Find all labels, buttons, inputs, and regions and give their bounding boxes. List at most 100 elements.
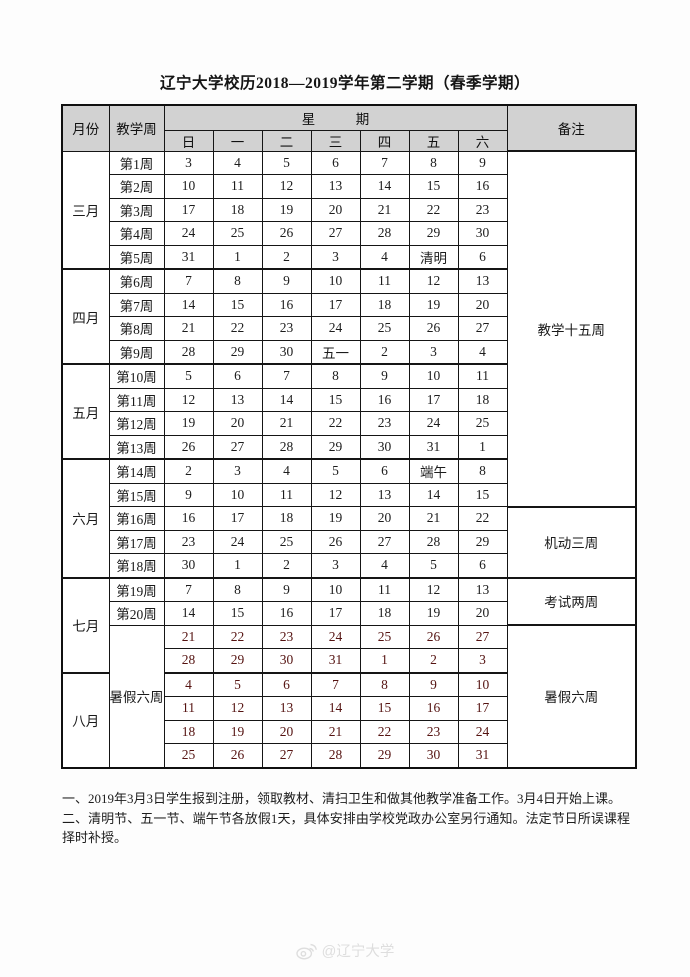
day-cell: 21 [408,506,459,531]
day-cell: 20 [310,197,361,222]
day-cell: 3 [408,339,459,365]
day-cell: 15 [310,387,361,412]
day-cell: 5 [212,671,263,697]
day-cell: 28 [359,221,410,246]
day-cell: 26 [212,743,263,768]
teaching-week-label: 第8周 [108,316,165,341]
day-cell: 9 [163,482,214,507]
day-cell: 28 [163,339,214,365]
day-cell: 9 [457,150,508,175]
calendar-row: 第20周 14 15 16 17 18 19 20 [62,601,636,626]
day-cell: 4 [261,458,312,484]
header-day-wed: 三 [310,129,361,152]
calendar-row: 六月 第14周 2 3 4 5 6 端午 8 [61,458,636,578]
day-cell: 2 [408,648,459,673]
day-cell: 8 [310,363,361,389]
day-cell: 16 [261,601,312,626]
calendar-row: 第9周 28 29 30 五一 2 3 4 [62,339,636,365]
day-cell: 10 [310,576,361,602]
day-cell: 22 [212,316,263,341]
weibo-icon [295,943,317,960]
day-cell: 17 [457,696,508,721]
day-cell: 30 [163,553,214,578]
day-cell: 12 [310,482,361,507]
day-cell: 18 [163,719,214,744]
header-row-days: 日 一 二 三 四 五 六 [62,129,636,152]
footnote-1: 一、2019年3月3日学生报到注册，领取教材、清扫卫生和做其他教学准备工作。3月… [62,791,622,806]
day-cell: 9 [408,671,459,697]
teaching-week-label: 第5周 [108,244,165,270]
day-cell: 1 [359,648,410,673]
day-cell: 20 [457,601,508,626]
day-cell: 29 [212,339,263,365]
day-cell: 6 [457,553,508,578]
day-cell: 25 [163,743,214,768]
day-cell: 20 [212,411,263,436]
day-cell: 13 [261,696,312,721]
day-cell: 19 [408,601,459,626]
teaching-week-label: 第15周 [108,482,165,507]
header-week: 星 期 [163,104,508,131]
day-cell: 31 [163,244,214,270]
calendar-row: 25 26 27 28 29 30 31 [62,743,636,768]
day-cell: 29 [212,648,263,673]
day-cell: 14 [163,601,214,626]
day-cell: 5 [163,363,214,389]
day-cell: 21 [163,624,214,649]
day-cell: 1 [212,553,263,578]
calendar-row: 第2周 10 11 12 13 14 15 16 [62,174,636,199]
day-cell: 30 [261,339,312,365]
day-cell: 18 [212,197,263,222]
teaching-week-label: 第3周 [108,197,165,222]
teaching-week-label: 第12周 [108,411,165,436]
day-cell: 17 [310,601,361,626]
day-cell: 8 [408,150,459,175]
day-cell: 23 [261,624,312,649]
day-cell: 16 [359,387,410,412]
day-cell: 10 [310,268,361,294]
day-cell: 21 [310,719,361,744]
day-cell: 19 [408,292,459,317]
summer-week-label: 暑假六周 [108,624,165,768]
day-cell: 14 [310,696,361,721]
day-cell: 31 [408,434,459,460]
day-cell: 1 [212,244,263,270]
day-cell: 8 [457,458,508,484]
day-cell: 2 [163,458,214,484]
day-cell: 15 [457,482,508,507]
teaching-week-label: 第9周 [108,339,165,365]
day-cell: 21 [261,411,312,436]
teaching-week-label: 第2周 [108,174,165,199]
calendar-row: 第7周 14 15 16 17 18 19 20 [62,292,636,317]
day-cell: 14 [408,482,459,507]
calendar-table: 月份 教学周 星 期 备注 日 一 二 三 四 五 六 三月 第1周 3 4 5 6 7 8 9… [61,104,637,769]
day-cell: 8 [212,268,263,294]
day-cell: 22 [408,197,459,222]
teaching-week-label: 第14周 [108,458,165,484]
day-cell: 15 [359,696,410,721]
day-cell: 29 [408,221,459,246]
calendar-row: 八月 4 5 6 7 8 9 10 [61,671,636,768]
day-cell: 29 [310,434,361,460]
teaching-week-label: 第11周 [108,387,165,412]
day-cell: 28 [261,434,312,460]
day-cell: 11 [359,268,410,294]
day-cell: 3 [457,648,508,673]
day-cell: 6 [212,363,263,389]
day-cell: 29 [457,529,508,554]
day-cell: 22 [212,624,263,649]
teaching-week-label: 第1周 [108,150,165,175]
day-cell: 25 [212,221,263,246]
day-cell: 7 [359,150,410,175]
day-cell: 12 [163,387,214,412]
day-cell: 23 [163,529,214,554]
teaching-week-label: 第20周 [108,601,165,626]
day-cell: 12 [212,696,263,721]
day-cell: 2 [261,553,312,578]
teaching-week-label: 第18周 [108,553,165,578]
day-cell: 26 [261,221,312,246]
day-cell: 12 [261,174,312,199]
watermark-text: @辽宁大学 [321,944,395,960]
teaching-week-label: 第17周 [108,529,165,554]
day-cell: 27 [212,434,263,460]
